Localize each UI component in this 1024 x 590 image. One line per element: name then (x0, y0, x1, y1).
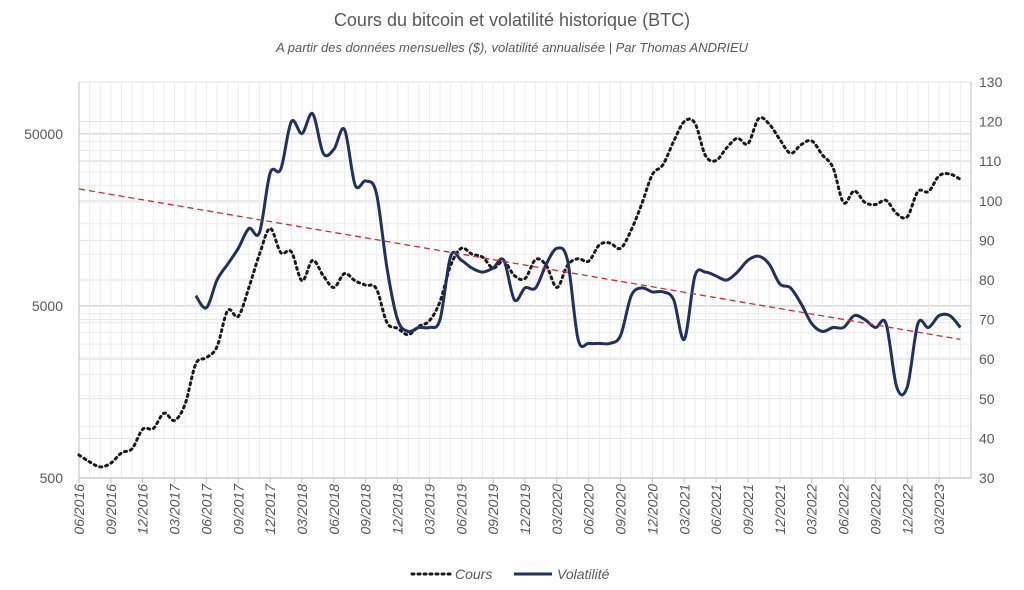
y-right-tick-label: 50 (979, 391, 995, 407)
x-tick-label: 03/2019 (421, 484, 437, 535)
series-line-volatilit (194, 112, 962, 397)
x-tick-label: 06/2016 (71, 484, 87, 535)
x-tick-label: 12/2016 (135, 484, 151, 535)
x-tick-label: 03/2017 (167, 483, 183, 535)
y-right-tick-label: 110 (979, 153, 1002, 169)
x-tick-label: 06/2021 (708, 484, 724, 535)
x-tick-label: 09/2021 (740, 484, 756, 535)
y-right-tick-label: 100 (979, 193, 1003, 209)
x-tick-label: 12/2019 (517, 484, 533, 535)
legend-label-cours: Cours (455, 566, 492, 582)
x-tick-label: 12/2017 (262, 483, 278, 535)
y-right-tick-label: 70 (979, 312, 995, 328)
y-right-tick-label: 90 (979, 232, 995, 248)
x-tick-label: 09/2017 (230, 483, 246, 535)
x-tick-label: 09/2020 (613, 484, 629, 535)
chart-title: Cours du bitcoin et volatilité historiqu… (333, 10, 691, 30)
x-tick-label: 09/2019 (485, 484, 501, 535)
x-tick-label: 03/2022 (804, 484, 820, 535)
y-right-tick-label: 80 (979, 272, 995, 288)
series-line-tendance (78, 188, 961, 341)
y-left-tick-label: 500 (40, 470, 64, 486)
legend-label-volatilite: Volatilité (557, 566, 610, 582)
x-tick-label: 03/2021 (676, 484, 692, 535)
x-tick-label: 03/2023 (931, 484, 947, 535)
x-tick-label: 12/2021 (772, 484, 788, 535)
x-tick-label: 06/2020 (581, 484, 597, 535)
y-right-tick-label: 130 (979, 74, 1003, 90)
y-left-tick-label: 5000 (32, 298, 63, 314)
y-left-tick-label: 50000 (24, 126, 63, 142)
x-tick-label: 03/2020 (549, 484, 565, 535)
x-tick-label: 03/2018 (294, 484, 310, 535)
x-tick-label: 12/2020 (644, 484, 660, 535)
x-tick-label: 06/2018 (326, 484, 342, 535)
y-right-tick-label: 60 (979, 351, 995, 367)
y-right-tick-label: 30 (979, 470, 995, 486)
x-tick-label: 06/2019 (453, 484, 469, 535)
x-tick-label: 09/2018 (358, 484, 374, 535)
x-tick-label: 09/2022 (867, 484, 883, 535)
x-tick-label: 09/2016 (103, 484, 119, 535)
y-right-tick-label: 40 (979, 430, 995, 446)
series-line-cours (77, 116, 962, 469)
x-tick-label: 12/2018 (390, 484, 406, 535)
x-tick-label: 06/2017 (198, 483, 214, 535)
chart-subtitle: A partir des données mensuelles ($), vol… (275, 40, 749, 55)
x-tick-label: 12/2022 (899, 484, 915, 535)
y-right-tick-label: 120 (979, 114, 1003, 130)
x-tick-label: 06/2022 (836, 484, 852, 535)
